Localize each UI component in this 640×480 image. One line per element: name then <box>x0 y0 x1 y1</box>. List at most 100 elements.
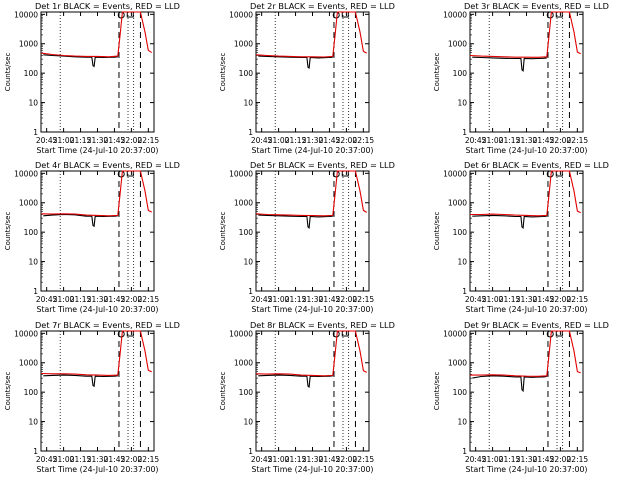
y-tick-label: 100 <box>453 69 468 78</box>
y-axis-label: Counts/sec <box>433 372 441 411</box>
lld-series-line <box>40 330 152 376</box>
x-tick-label: 20:45 <box>465 455 487 464</box>
x-axis-label: Start Time (24-Jul-10 20:37:00) <box>252 465 374 474</box>
x-axis-label: Start Time (24-Jul-10 20:37:00) <box>252 146 374 155</box>
y-tick-label: 100 <box>453 228 468 237</box>
x-tick-label: 21:45 <box>533 295 555 304</box>
y-tick-label: 10000 <box>14 10 38 19</box>
x-tick-label: 20:45 <box>36 136 58 145</box>
chart-panel-7: Det 7r BLACK = Events, RED = LLD 1 10 100 10… <box>4 320 180 474</box>
y-tick-label: 1000 <box>234 40 253 49</box>
x-tick-label: 22:15 <box>567 455 589 464</box>
x-tick-label: 21:30 <box>516 295 538 304</box>
x-tick-label: 20:45 <box>465 136 487 145</box>
x-tick-label: 21:15 <box>70 455 92 464</box>
y-tick-label: 100 <box>239 69 254 78</box>
x-tick-label: 21:15 <box>499 455 521 464</box>
chart-panel-6: Det 6r BLACK = Events, RED = LLD 1 10 100 10… <box>433 160 609 314</box>
x-tick-label: 20:45 <box>251 295 273 304</box>
chart-panel-3: Det 3r BLACK = Events, RED = LLD 1 10 100 10… <box>433 1 609 155</box>
lld-series-line <box>255 11 367 58</box>
y-tick-label: 10 <box>457 418 467 427</box>
y-axis-label: Counts/sec <box>433 212 441 251</box>
saa-circle-marker <box>546 11 554 19</box>
saa-circle-marker <box>332 11 340 19</box>
x-tick-label: 21:00 <box>53 136 75 145</box>
lld-series-line <box>255 330 367 377</box>
y-axis-label: Counts/sec <box>219 53 227 92</box>
chart-title: Det 7r BLACK = Events, RED = LLD <box>35 320 180 330</box>
x-tick-label: 22:15 <box>138 295 160 304</box>
y-tick-label: 1000 <box>19 359 38 368</box>
x-tick-label: 22:00 <box>550 455 572 464</box>
saa-circle-marker <box>117 330 125 338</box>
x-axis-label: Start Time (24-Jul-10 20:37:00) <box>37 146 159 155</box>
y-axis-label: Counts/sec <box>219 212 227 251</box>
x-tick-label: 21:30 <box>87 295 109 304</box>
plot-frame <box>40 330 155 452</box>
y-tick-label: 100 <box>24 69 39 78</box>
x-tick-label: 22:15 <box>567 295 589 304</box>
y-tick-label: 1 <box>462 128 467 137</box>
x-tick-label: 21:45 <box>319 455 341 464</box>
x-tick-label: 22:15 <box>353 136 375 145</box>
chart-panel-5: Det 5r BLACK = Events, RED = LLD 1 10 100 10… <box>219 160 395 314</box>
x-tick-label: 22:00 <box>121 136 143 145</box>
x-axis-label: Start Time (24-Jul-10 20:37:00) <box>466 146 588 155</box>
x-tick-label: 21:00 <box>268 136 290 145</box>
lld-series-line <box>469 11 581 58</box>
chart-title: Det 4r BLACK = Events, RED = LLD <box>35 160 180 170</box>
chart-title: Det 8r BLACK = Events, RED = LLD <box>250 320 395 330</box>
chart-panel-2: Det 2r BLACK = Events, RED = LLD 1 10 100 10… <box>219 1 395 155</box>
y-axis-label: Counts/sec <box>4 372 12 411</box>
y-tick-label: 10000 <box>443 329 467 338</box>
saa-circle-marker <box>332 330 340 338</box>
events-series-line <box>472 214 547 229</box>
events-series-line <box>472 56 547 72</box>
x-axis-label: Start Time (24-Jul-10 20:37:00) <box>466 305 588 314</box>
plot-frame <box>40 170 155 292</box>
x-tick-label: 21:15 <box>499 295 521 304</box>
y-tick-label: 1000 <box>234 359 253 368</box>
x-tick-label: 22:00 <box>550 295 572 304</box>
y-tick-label: 1 <box>248 287 253 296</box>
y-tick-label: 10000 <box>229 169 253 178</box>
x-tick-label: 21:45 <box>104 136 126 145</box>
y-tick-label: 10000 <box>14 169 38 178</box>
y-tick-label: 1000 <box>19 199 38 208</box>
x-tick-label: 20:45 <box>465 295 487 304</box>
x-tick-label: 21:45 <box>319 295 341 304</box>
plot-frame <box>469 170 584 292</box>
y-tick-label: 1000 <box>448 359 467 368</box>
plot-frame <box>255 11 370 133</box>
saa-circle-marker <box>117 11 125 19</box>
x-tick-label: 21:30 <box>87 455 109 464</box>
lld-series-line <box>40 170 152 217</box>
lld-series-line <box>470 170 581 217</box>
x-tick-label: 21:45 <box>533 455 555 464</box>
y-tick-label: 1 <box>248 128 253 137</box>
events-series-line <box>258 214 333 229</box>
chart-title: Det 5r BLACK = Events, RED = LLD <box>250 160 395 170</box>
x-tick-label: 20:45 <box>251 455 273 464</box>
chart-title: Det 1r BLACK = Events, RED = LLD <box>35 1 180 11</box>
x-tick-label: 22:15 <box>353 455 375 464</box>
lld-series-line <box>40 11 153 58</box>
chart-title: Det 3r BLACK = Events, RED = LLD <box>464 1 609 11</box>
x-tick-label: 21:00 <box>482 295 504 304</box>
lld-series-line <box>255 170 367 217</box>
y-tick-label: 10 <box>243 258 253 267</box>
plot-frame <box>469 330 584 452</box>
x-tick-label: 21:00 <box>268 455 290 464</box>
y-tick-label: 1 <box>33 287 38 296</box>
y-tick-label: 10 <box>28 99 38 108</box>
x-tick-label: 21:00 <box>268 295 290 304</box>
x-tick-label: 21:15 <box>285 455 307 464</box>
y-tick-label: 10000 <box>229 10 253 19</box>
x-axis-label: Start Time (24-Jul-10 20:37:00) <box>466 465 588 474</box>
x-tick-label: 21:30 <box>302 455 324 464</box>
x-axis-label: Start Time (24-Jul-10 20:37:00) <box>37 305 159 314</box>
x-axis-label: Start Time (24-Jul-10 20:37:00) <box>252 305 374 314</box>
y-tick-label: 10 <box>243 99 253 108</box>
